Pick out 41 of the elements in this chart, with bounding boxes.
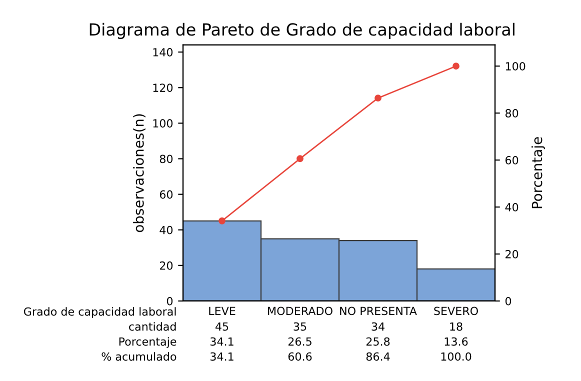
text: 60.6 [288, 352, 312, 361]
text: 18 [450, 322, 462, 331]
y-tick-label: 140 [153, 48, 173, 56]
y-tick-label: 80 [160, 154, 173, 164]
y2-axis-title: Porcentaje [532, 137, 545, 208]
y2-tick-label: 100 [506, 62, 526, 70]
text: 100.0 [441, 352, 472, 361]
y2-tick-label: 80 [505, 109, 518, 118]
x-axis-title: Grado de capacidad laboral [24, 307, 176, 318]
y-axis-title: observaciones(n) [133, 114, 146, 232]
y2-tick-label: 0 [505, 296, 512, 306]
y-tick-label: 20 [160, 261, 173, 270]
text: 13.6 [444, 337, 468, 346]
text: 35 [294, 322, 306, 331]
text: 86.4 [366, 352, 390, 361]
point [218, 217, 226, 224]
x-tick-label: LEVE [209, 306, 236, 315]
text: 34 [372, 322, 384, 331]
text: 45 [215, 322, 228, 331]
point [452, 62, 460, 70]
y2-tick-label: 40 [505, 203, 518, 212]
y-tick-label: 40 [160, 226, 173, 234]
text: 25.8 [366, 337, 390, 346]
x-tick-label: SEVERO [434, 306, 478, 316]
text: Porcentaje [119, 337, 176, 348]
text: 26.5 [288, 337, 312, 346]
y-tick-label: 60 [160, 190, 173, 199]
chart-title: Diagrama de Pareto de Grado de capacidad laboral [90, 22, 514, 39]
text: cantidad [129, 322, 176, 331]
y-tick-label: 120 [153, 84, 173, 92]
x-tick-label: NO PRESENTA [340, 306, 417, 316]
text: % acumulado [102, 352, 176, 361]
text: 34.1 [210, 337, 234, 346]
y-tick-label: 0 [166, 296, 173, 306]
y2-tick-label: 20 [506, 250, 518, 258]
y-tick-label: 100 [153, 119, 173, 128]
text: 34.1 [210, 352, 234, 361]
x-tick-label: MODERADO [268, 306, 332, 316]
point [374, 94, 382, 102]
point [296, 155, 304, 162]
y2-tick-label: 60 [506, 156, 518, 164]
